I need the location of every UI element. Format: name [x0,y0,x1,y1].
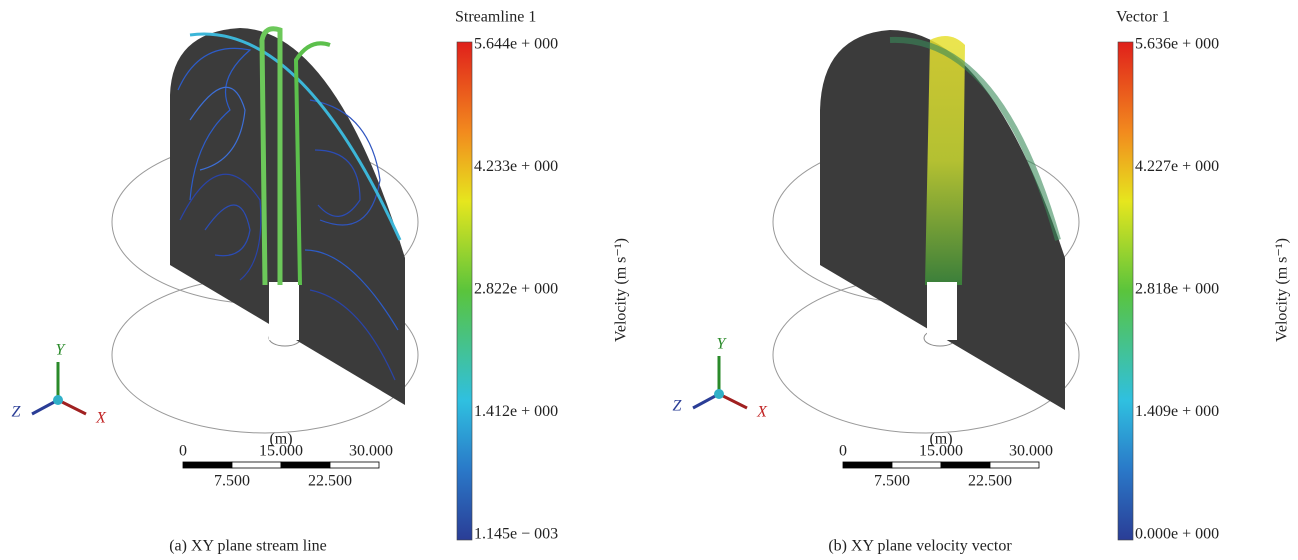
scale-label: 30.000 [1009,443,1053,460]
axis-label-z: Z [673,398,683,415]
scale-label: 7.500 [874,473,910,490]
scene-b [772,30,1080,434]
colorbar-label: 2.822e + 000 [474,281,558,298]
scale-label: 0 [839,443,847,460]
scale-label: 0 [179,443,187,460]
scale-label: 15.000 [259,443,303,460]
colorbar-label: 5.644e + 000 [474,36,558,53]
scale-bar [182,461,380,469]
axis-label-x: X [95,410,107,427]
scale-unit: (m) [269,431,292,448]
axis-label-x: X [756,404,768,421]
axis-label-z: Z [12,404,22,421]
colorbar-label: 1.145e − 003 [474,526,558,543]
legend-title: Vector 1 [1116,9,1170,26]
scale-unit: (m) [929,431,952,448]
scale-label: 30.000 [349,443,393,460]
colorbar-axis-label: Velocity (m s⁻¹) [613,238,630,342]
colorbar-label: 0.000e + 000 [1135,526,1219,543]
colorbar-label: 2.818e + 000 [1135,281,1219,298]
scale-label: 15.000 [919,443,963,460]
colorbar-label: 4.227e + 000 [1135,158,1219,175]
colorbar-axis-label: Velocity (m s⁻¹) [1274,238,1291,342]
caption: (a) XY plane stream line [169,538,327,555]
colorbar-label: 5.636e + 000 [1135,36,1219,53]
caption: (b) XY plane velocity vector [828,538,1012,555]
axis-triad [692,356,748,410]
axis-label-y: Y [717,336,728,353]
colorbar [1117,41,1134,541]
axis-triad [31,362,87,416]
colorbar [456,41,473,541]
colorbar-label: 4.233e + 000 [474,158,558,175]
colorbar-label: 1.409e + 000 [1135,403,1219,420]
legend-title: Streamline 1 [455,9,536,26]
colorbar-label: 1.412e + 000 [474,403,558,420]
scene-a [111,26,419,434]
scale-bar [842,461,1040,469]
scale-label: 7.500 [214,473,250,490]
axis-label-y: Y [56,342,67,359]
scale-label: 22.500 [968,473,1012,490]
scale-label: 22.500 [308,473,352,490]
